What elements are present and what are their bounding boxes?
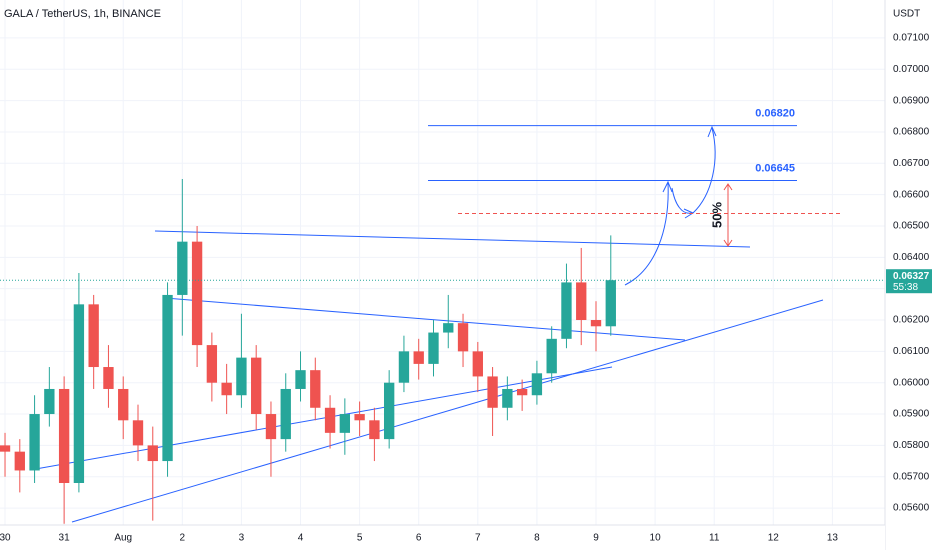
candle-body [413, 351, 424, 364]
candle-body [147, 445, 158, 462]
y-tick-label: 0.06600 [893, 189, 930, 200]
target-label: 0.06820 [755, 108, 795, 120]
arrow-curve [692, 127, 716, 214]
candle-body [265, 414, 277, 440]
candle-body [295, 370, 306, 389]
y-tick-label: 0.05600 [893, 503, 930, 514]
candle-body [206, 345, 218, 383]
axes: 0.05600 0.05700 0.05800 0.05900 0.06000 0.061… [0, 33, 932, 544]
target-label: 0.06645 [755, 162, 795, 174]
candle-body [29, 414, 40, 471]
candle-body [398, 351, 410, 383]
arrow-head [662, 180, 673, 193]
arrow-curve [624, 182, 669, 286]
y-tick-label: 0.06000 [893, 377, 930, 388]
candle-body [310, 370, 321, 408]
candle-body [103, 367, 114, 389]
candle-body [191, 241, 203, 346]
y-tick-label: 0.05800 [893, 440, 930, 451]
trend-line [154, 230, 751, 248]
candle-body [118, 388, 129, 421]
candle-body [354, 414, 365, 421]
x-tick-label: 30 [0, 533, 11, 544]
candle-body [502, 388, 513, 408]
x-axis-panel [0, 525, 885, 550]
candle-body [369, 420, 380, 440]
trend-line [164, 297, 686, 341]
candle-body [546, 338, 557, 374]
candle-body [0, 445, 11, 452]
candle-body [561, 282, 572, 339]
candle-body [576, 282, 587, 321]
candle-body [236, 357, 247, 396]
x-tick-label: 6 [416, 533, 422, 544]
annotation: 50% [709, 202, 724, 228]
candle-body [177, 241, 188, 295]
range-arrow [723, 183, 733, 247]
candle-body [516, 388, 528, 396]
candle-body [14, 451, 25, 471]
x-tick-label: 13 [827, 533, 839, 544]
y-tick-label: 0.06200 [893, 315, 930, 326]
candle-body [605, 280, 616, 327]
x-tick-label: 4 [298, 533, 304, 544]
countdown: 55:38 [893, 282, 918, 293]
x-tick-label: 12 [768, 533, 780, 544]
candle-body [472, 351, 483, 377]
last-price-box [886, 269, 932, 294]
candle-body [531, 373, 543, 396]
candle-body [457, 323, 469, 352]
arrow-head [707, 125, 717, 138]
candle-body [280, 388, 291, 440]
candle-body [58, 388, 70, 483]
last-price-label: 0.06327 [893, 271, 930, 282]
candle-body [44, 388, 55, 415]
chart-title: GALA / TetherUS, 1h, BINANCE [4, 8, 161, 20]
y-tick-label: 0.06100 [893, 346, 930, 357]
x-tick-label: 7 [475, 533, 481, 544]
arrow-head [723, 183, 733, 191]
candle-body [487, 376, 498, 408]
arrow-head [723, 239, 733, 247]
y-tick-label: 0.06700 [893, 158, 930, 169]
candle-body [132, 420, 144, 446]
y-tick-label: 0.07000 [893, 64, 930, 75]
x-tick-label: 8 [534, 533, 540, 544]
x-tick-label: 11 [709, 533, 720, 544]
candle-body [162, 294, 173, 462]
y-tick-label: 0.05900 [893, 409, 930, 420]
trend-line [71, 299, 824, 523]
y-tick-label: 0.07100 [893, 33, 930, 44]
x-tick-label: 3 [239, 533, 245, 544]
x-tick-label: 2 [180, 533, 186, 544]
y-tick-label: 0.06900 [893, 95, 930, 106]
y-tick-label: 0.06400 [893, 252, 930, 263]
candle-body [339, 414, 351, 433]
candle-body [221, 382, 232, 396]
y-tick-label: 0.06800 [893, 127, 930, 138]
candle-body [590, 320, 602, 327]
x-tick-label: 9 [593, 533, 599, 544]
candle-body [251, 357, 262, 415]
x-tick-label: Aug [114, 533, 132, 544]
y-axis-label: USDT [893, 9, 920, 20]
x-tick-label: 5 [357, 533, 363, 544]
y-tick-label: 0.06500 [893, 221, 930, 232]
candle-body [324, 407, 336, 433]
x-tick-label: 10 [650, 533, 662, 544]
candle-body [383, 382, 395, 440]
trend-line [29, 366, 613, 471]
candle-body [73, 304, 85, 483]
y-tick-label: 0.05700 [893, 471, 930, 482]
x-tick-label: 31 [59, 533, 71, 544]
candle-body [88, 304, 99, 368]
marks: 0.06820 0.06645 [0, 108, 885, 524]
candle-body [428, 332, 439, 364]
candle-body [443, 323, 454, 333]
